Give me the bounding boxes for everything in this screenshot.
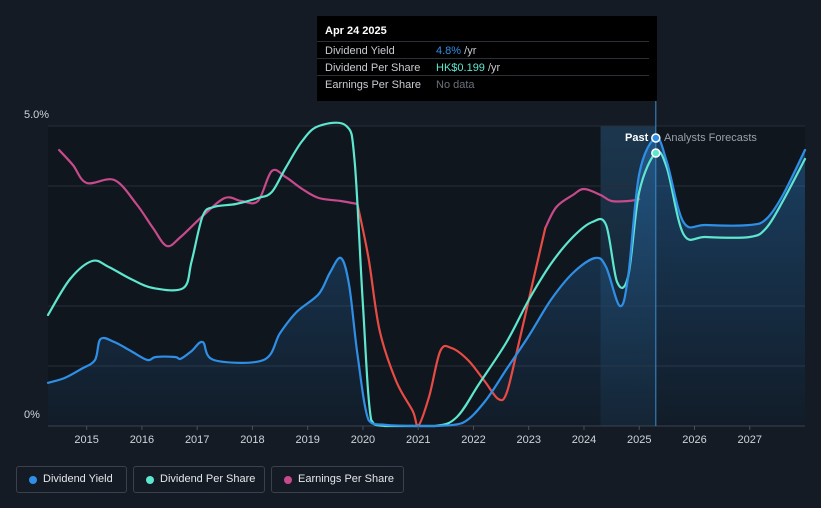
tooltip-row-dividend-yield: Dividend Yield 4.8% /yr: [317, 41, 649, 59]
tooltip-value: HK$0.199 /yr: [436, 62, 501, 74]
dividend-yield-area: [48, 137, 805, 426]
legend-dividend-per-share[interactable]: Dividend Per Share: [133, 466, 265, 493]
tooltip-label: Dividend Yield: [325, 45, 395, 57]
legend-dividend-yield[interactable]: Dividend Yield: [16, 466, 127, 493]
markers: [651, 133, 661, 158]
series-line-dividend-yield: [46, 136, 807, 428]
x-tick-label: 2017: [185, 434, 209, 446]
series-line-earnings-per-share-negative-trend: [356, 202, 547, 428]
x-tick-label: 2023: [516, 434, 540, 446]
x-tick-label: 2024: [572, 434, 596, 446]
tooltip-value: No data: [436, 79, 475, 91]
x-tick-label: 2015: [74, 434, 98, 446]
legend-label: Dividend Per Share: [160, 473, 256, 485]
tooltip-label: Dividend Per Share: [325, 62, 421, 74]
legend-earnings-per-share[interactable]: Earnings Per Share: [271, 466, 404, 493]
legend-dot-icon: [29, 476, 37, 484]
marker-point: [651, 133, 661, 143]
x-tick-label: 2022: [461, 434, 485, 446]
tooltip: Apr 24 2025 Dividend Yield 4.8% /yr Divi…: [317, 16, 657, 101]
tooltip-row-earnings-per-share: Earnings Per Share No data: [317, 75, 649, 93]
legend-dot-icon: [146, 476, 154, 484]
x-tick-label: 2021: [406, 434, 430, 446]
legend-label: Dividend Yield: [43, 473, 113, 485]
x-tick-label: 2018: [240, 434, 264, 446]
x-tick-label: 2025: [627, 434, 651, 446]
tooltip-value: 4.8% /yr: [436, 45, 477, 57]
x-tick-label: 2027: [738, 434, 762, 446]
x-tick-label: 2016: [130, 434, 154, 446]
past-label: Past: [625, 132, 649, 144]
marker-point: [651, 148, 661, 158]
x-tick-label: 2026: [682, 434, 706, 446]
x-axis-ticks: 2015 2016 2017 2018 2019 2020 2021 2022 2023 2024…: [74, 426, 762, 446]
series-line-earnings-per-share-recovery: [544, 187, 641, 230]
series-lines: [46, 121, 807, 428]
tooltip-row-dividend-per-share: Dividend Per Share HK$0.199 /yr: [317, 58, 649, 76]
legend-label: Earnings Per Share: [298, 473, 394, 485]
analysts-forecasts-label: Analysts Forecasts: [664, 132, 757, 144]
tooltip-date: Apr 24 2025: [325, 25, 387, 37]
tooltip-label: Earnings Per Share: [325, 79, 421, 91]
series-line-earnings-per-share: [58, 148, 359, 248]
x-tick-label: 2020: [351, 434, 375, 446]
legend-dot-icon: [284, 476, 292, 484]
y-axis-bottom-label: 0%: [24, 409, 40, 421]
y-axis-top-label: 5.0%: [24, 109, 49, 121]
x-tick-label: 2019: [295, 434, 319, 446]
